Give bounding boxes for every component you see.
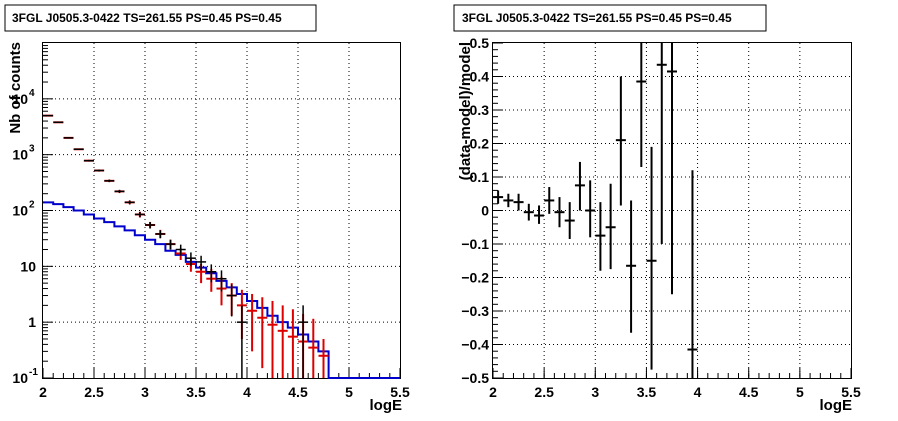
right-y-tick-label: −0.5	[461, 370, 489, 386]
right-x-tick-label: 4.5	[739, 384, 759, 400]
right-ticks: 2 2.5 3 3.5 4 4.5 5 5.5 −0.5 −0.4 −0.3 −0.2 −0.1 0 0.1…	[461, 35, 861, 400]
left-x-tick-label: 3	[141, 384, 149, 400]
right-x-tick-label: 4	[694, 384, 702, 400]
right-panel: 3FGL J0505.3-0422 TS=261.55 PS=0.45 PS=0…	[453, 4, 861, 414]
right-x-axis-title: logE	[820, 397, 853, 414]
right-y-tick-label: 0.1	[470, 169, 490, 185]
left-x-tick-label: 2	[39, 384, 47, 400]
right-series	[493, 43, 698, 378]
right-y-tick-label: 0.3	[470, 102, 490, 118]
right-x-tick-label: 5.5	[841, 384, 861, 400]
right-title: 3FGL J0505.3-0422 TS=261.55 PS=0.45 PS=0…	[462, 11, 732, 25]
left-y-tick-exponent: 2	[29, 200, 35, 211]
left-title: 3FGL J0505.3-0422 TS=261.55 PS=0.45 PS=0…	[12, 11, 282, 25]
right-y-tick-label: 0.2	[470, 136, 490, 152]
left-x-tick-label: 5.5	[390, 384, 410, 400]
left-x-tick-label: 3.5	[186, 384, 206, 400]
left-series	[43, 114, 400, 379]
right-y-tick-label: −0.1	[461, 236, 489, 252]
left-y-tick-label: 10	[20, 258, 36, 274]
left-y-tick-label: 10	[12, 91, 28, 107]
right-y-axis-title: (data-model)/model	[457, 42, 474, 180]
right-x-tick-label: 3	[591, 384, 599, 400]
right-x-tick-label: 5	[796, 384, 804, 400]
left-y-tick-label: 10	[12, 203, 28, 219]
left-panel: 3FGL J0505.3-0422 TS=261.55 PS=0.45 PS=0…	[4, 4, 410, 414]
right-y-tick-label: 0.4	[470, 69, 490, 85]
left-x-tick-label: 5	[345, 384, 353, 400]
left-y-tick-label: 1	[28, 314, 36, 330]
left-y-tick-exponent: 3	[29, 144, 35, 155]
left-y-tick-label: 10	[12, 147, 28, 163]
left-plot-frame	[42, 42, 401, 379]
left-x-axis-title: logE	[370, 397, 403, 414]
left-title-box	[4, 4, 317, 32]
right-x-tick-label: 3.5	[637, 384, 657, 400]
left-y-tick-exponent: 4	[29, 88, 35, 99]
left-x-tick-label: 2.5	[84, 384, 104, 400]
right-x-tick-label: 2.5	[534, 384, 554, 400]
left-y-axis-title: Nb of counts	[7, 42, 24, 134]
left-y-tick-label: 10	[12, 370, 28, 386]
right-y-tick-label: −0.2	[461, 270, 489, 286]
left-x-tick-label: 4	[243, 384, 251, 400]
right-y-tick-label: 0.5	[470, 35, 490, 51]
left-x-tick-label: 4.5	[288, 384, 308, 400]
right-x-tick-label: 2	[489, 384, 497, 400]
right-y-tick-label: −0.4	[461, 337, 489, 353]
right-y-tick-label: −0.3	[461, 303, 489, 319]
right-title-box	[453, 4, 767, 32]
right-y-tick-label: 0	[481, 203, 489, 219]
left-y-tick-exponent: -1	[29, 367, 38, 378]
